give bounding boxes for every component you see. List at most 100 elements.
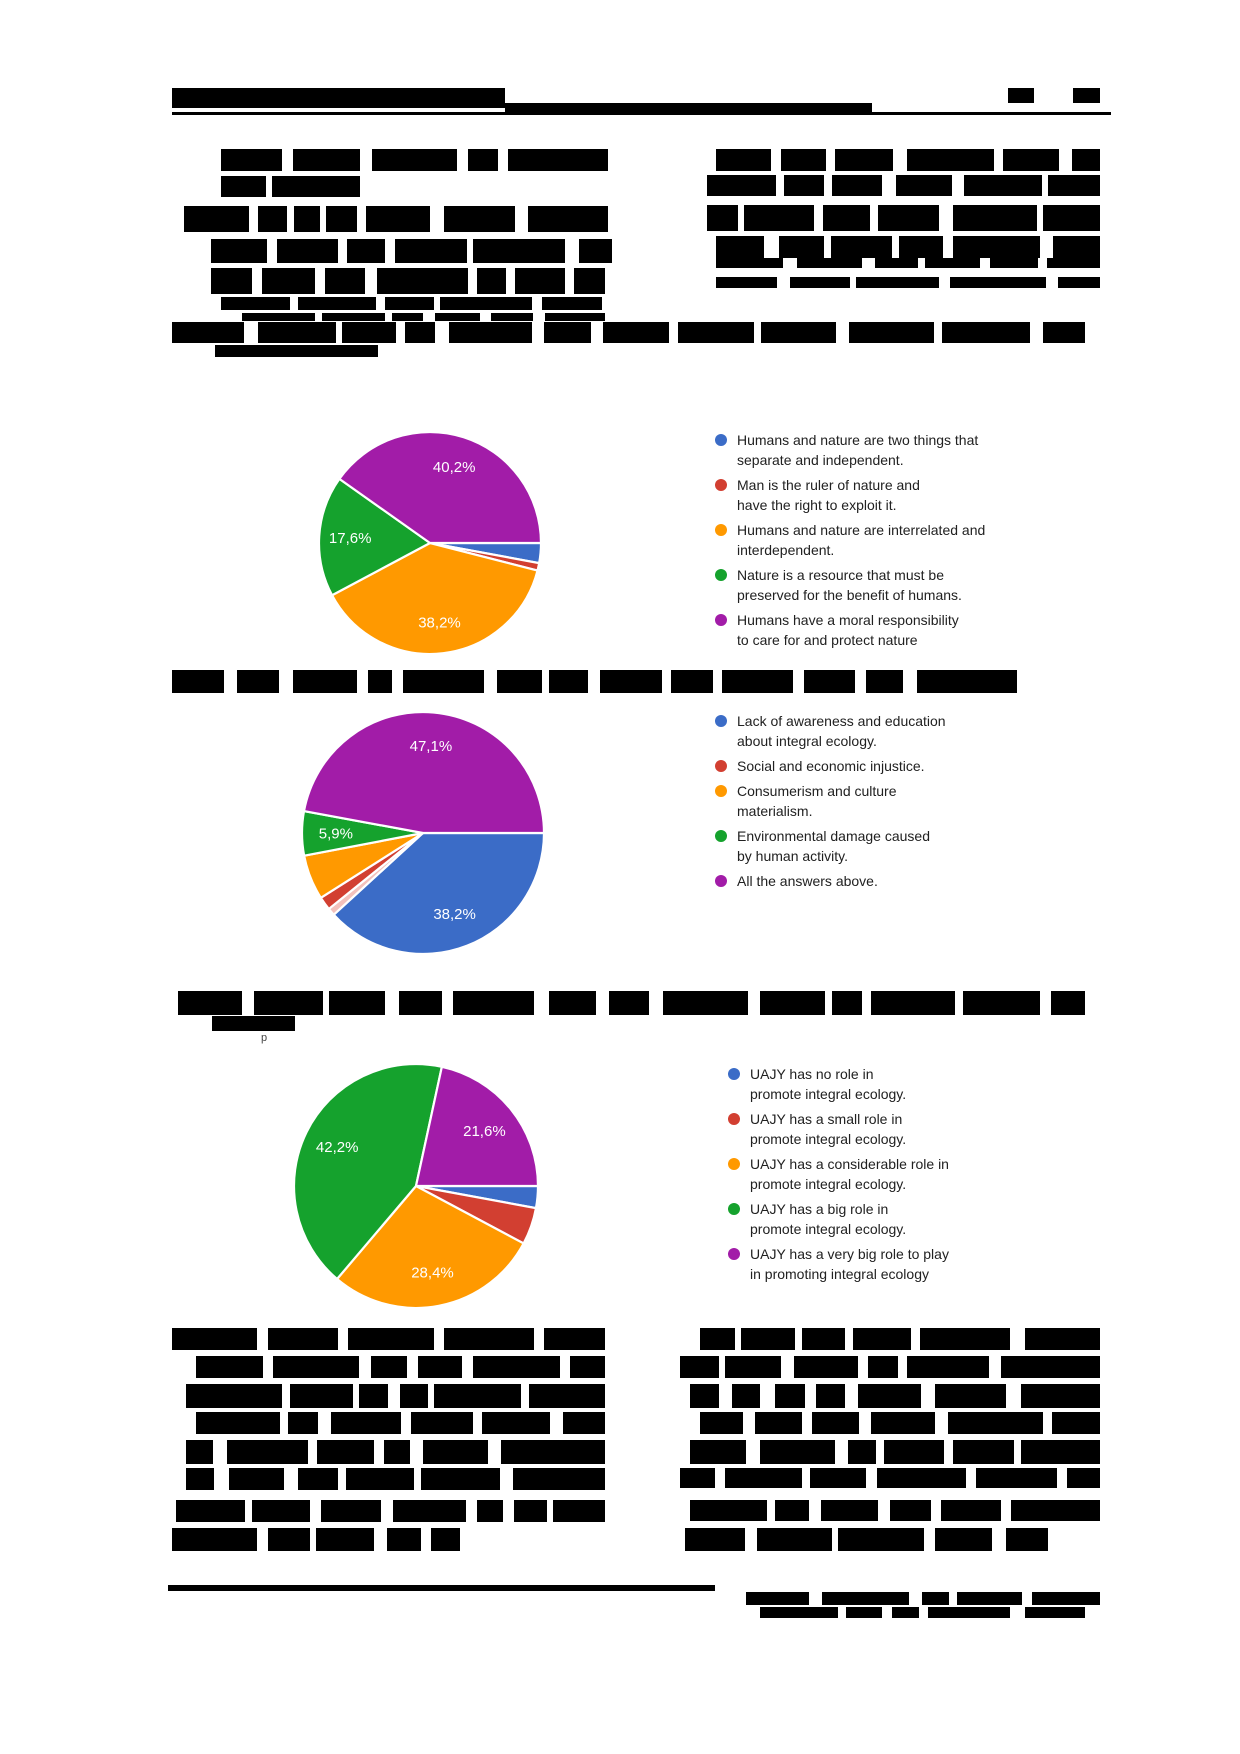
body-right-paragraph-line-3: [775, 1384, 806, 1408]
section-heading-2: [600, 670, 663, 693]
intro-left-paragraph-line-1: [292, 149, 361, 171]
legend-label: Environmental damage caused: [737, 828, 931, 844]
body-right-paragraph-line-3: [690, 1384, 719, 1408]
body-right-paragraph-line-7: [820, 1500, 879, 1521]
legend-label: to care for and protect nature: [737, 632, 918, 648]
body-right-paragraph-line-2: [868, 1356, 898, 1378]
legend-item: UAJY has a big role in promote integral e…: [728, 1199, 949, 1239]
intro-left-paragraph-line-2: [221, 176, 266, 197]
intro-right-paragraph-line-6: [950, 277, 1046, 288]
body-right-paragraph-line-6: [877, 1468, 967, 1488]
intro-right-paragraph-line-5: [796, 258, 862, 268]
legend-label: by human activity.: [737, 848, 849, 864]
intro-left-paragraph-line-5: [211, 268, 253, 294]
intro-left-paragraph-line-3: [444, 206, 516, 232]
pie-slice-purple: [337, 430, 543, 545]
legend-item: UAJY has no role in promote integral ecol…: [728, 1064, 949, 1104]
legend-swatch-icon: [715, 830, 727, 842]
section-heading-3-line-1: [662, 991, 749, 1015]
section-heading-1-line-1: [172, 322, 245, 343]
legend-label: Consumerism and culture: [737, 783, 897, 799]
legend-item: Consumerism and culture materialism.: [715, 781, 946, 821]
body-left-paragraph-line-1: [348, 1328, 434, 1350]
section-heading-1-line-1: [678, 322, 755, 343]
pie-slice-orange: [335, 1184, 526, 1310]
intro-right-paragraph-line-1: [1071, 149, 1100, 171]
body-left-paragraph-line-1: [267, 1328, 338, 1350]
intro-left-paragraph-line-5: [324, 268, 365, 294]
intro-right-paragraph-line-4: [899, 236, 943, 258]
header-page-box-b: [1073, 88, 1100, 103]
body-right-paragraph-line-1: [1024, 1328, 1100, 1350]
intro-right-paragraph-line-2: [896, 175, 953, 196]
legend-swatch-icon: [728, 1248, 740, 1260]
intro-left-paragraph-line-4: [578, 239, 612, 263]
body-left-paragraph-line-3: [186, 1384, 282, 1408]
intro-left-paragraph-line-6: [385, 297, 434, 310]
body-right-paragraph-line-3: [935, 1384, 1007, 1408]
body-left-paragraph-line-7: [513, 1500, 547, 1522]
section-heading-2: [293, 670, 358, 693]
intro-right-paragraph-line-5: [925, 258, 981, 268]
slice-value-label: 40,2%: [433, 459, 476, 476]
legend-item: UAJY has a very big role to play in promo…: [728, 1244, 949, 1284]
footer-note-line-2: [845, 1607, 883, 1618]
intro-right-paragraph-line-1: [834, 149, 894, 171]
body-left-paragraph-line-1: [444, 1328, 534, 1350]
header-title-bar: [172, 88, 505, 108]
body-right-paragraph-line-7: [774, 1500, 809, 1521]
footnote-rule: [168, 1585, 715, 1591]
section-heading-3-line-1: [398, 991, 442, 1015]
slice-value-label: 38,2%: [433, 906, 476, 923]
intro-left-paragraph-line-7: [435, 313, 480, 321]
intro-right-paragraph-line-1: [716, 149, 772, 171]
body-left-paragraph-line-3: [529, 1384, 605, 1408]
legend-label: UAJY has a small role in: [750, 1111, 903, 1127]
intro-right-paragraph-line-5: [990, 258, 1039, 268]
section-heading-3-line-2: [212, 1016, 295, 1031]
section-heading-3-line-1: [329, 991, 386, 1015]
intro-left-paragraph-line-6: [297, 297, 376, 310]
legend-swatch-icon: [715, 875, 727, 887]
section-heading-2: [917, 670, 1017, 693]
legend-item: Humans and nature are two things that sep…: [715, 430, 985, 470]
intro-right-paragraph-line-2: [964, 175, 1043, 196]
legend-label: All the answers above.: [737, 873, 878, 889]
intro-right-paragraph-line-6: [716, 277, 777, 288]
legend-label: promote integral ecology.: [750, 1221, 907, 1237]
legend-label: UAJY has a big role in: [750, 1201, 889, 1217]
body-right-paragraph-line-1: [700, 1328, 735, 1350]
body-left-paragraph-line-7: [393, 1500, 466, 1522]
legend-swatch-icon: [728, 1203, 740, 1215]
stray-text-fragment: p: [261, 1032, 268, 1044]
section-heading-2: [172, 670, 224, 693]
footer-note-line-1: [746, 1592, 810, 1605]
slice-value-label: 42,2%: [316, 1139, 359, 1156]
body-left-paragraph-line-2: [569, 1356, 605, 1378]
section-heading-1-line-1: [1043, 322, 1085, 343]
body-right-paragraph-line-7: [1011, 1500, 1100, 1521]
body-left-paragraph-line-2: [196, 1356, 264, 1378]
section-heading-1-line-1: [405, 322, 435, 343]
body-right-paragraph-line-5: [759, 1440, 835, 1464]
body-left-paragraph-line-4: [411, 1412, 473, 1434]
intro-left-paragraph-line-3: [528, 206, 608, 232]
body-right-paragraph-line-8: [1006, 1528, 1048, 1551]
legend-label: materialism.: [737, 803, 813, 819]
legend-item: Humans and nature are interrelated and in…: [715, 520, 985, 560]
body-right-paragraph-line-6: [680, 1468, 716, 1488]
legend-item: Humans have a moral responsibility to car…: [715, 610, 985, 650]
body-right-paragraph-line-5: [1020, 1440, 1100, 1464]
body-left-paragraph-line-3: [434, 1384, 522, 1408]
legend-swatch-icon: [715, 524, 727, 536]
body-right-paragraph-line-1: [853, 1328, 912, 1350]
body-left-paragraph-line-6: [186, 1468, 215, 1490]
pie-chart-figure-3: 28,4% 42,2% 21,6%: [291, 1061, 541, 1316]
body-left-paragraph-line-2: [273, 1356, 359, 1378]
intro-left-paragraph-line-4: [394, 239, 468, 263]
body-left-paragraph-line-7: [476, 1500, 503, 1522]
legend-swatch-icon: [728, 1113, 740, 1125]
intro-right-paragraph-line-3: [877, 205, 939, 231]
body-left-paragraph-line-5: [316, 1440, 374, 1464]
body-right-paragraph-line-6: [810, 1468, 867, 1488]
